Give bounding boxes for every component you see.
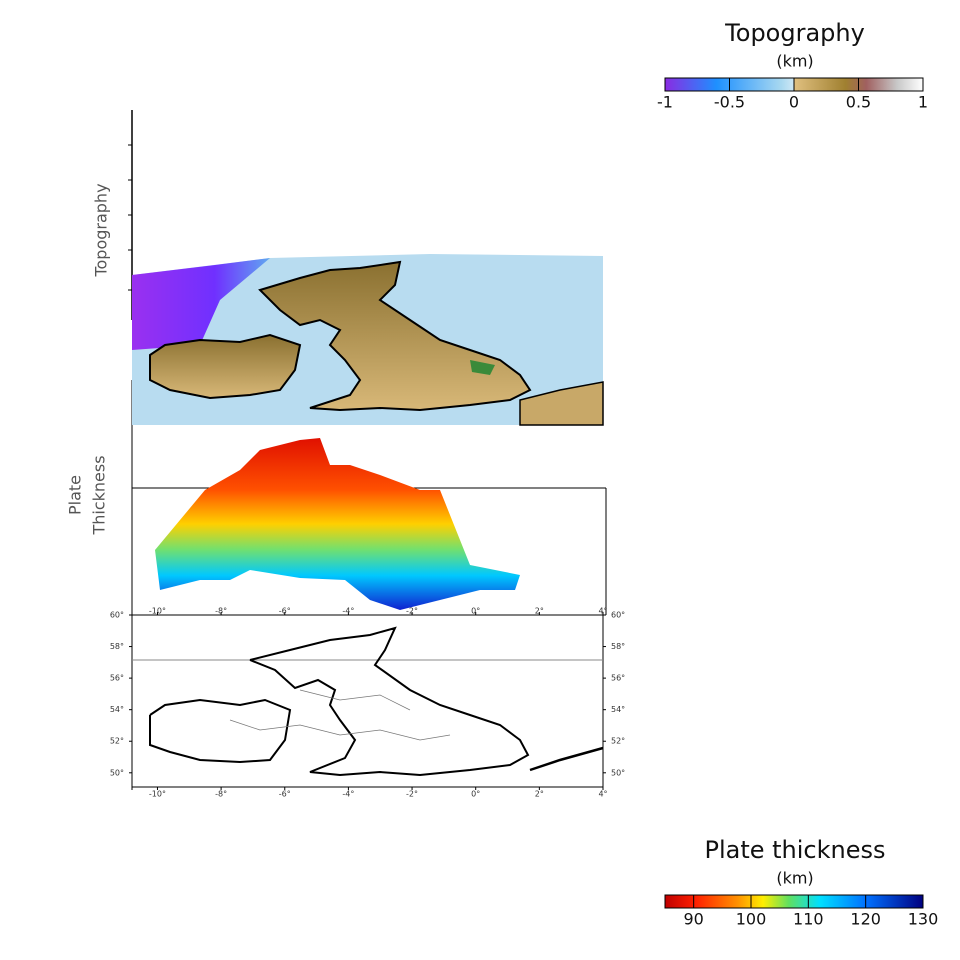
x-tick-label: -10° [149,790,166,799]
colorbar-unit: (km) [776,869,813,888]
colorbar-tick-label: 0 [789,93,799,112]
y-tick-label: 50° [110,768,124,777]
colorbar-tick-label: 1 [918,93,928,112]
colorbar-title: Plate thickness [704,836,885,864]
x-tick-label: -2° [406,607,418,616]
x-tick-label: 0° [471,790,480,799]
plate-thickness-surface [132,438,607,615]
side-label: Plate [66,475,85,515]
colorbar-tick-label: 130 [908,910,939,929]
x-tick-label: -8° [215,607,227,616]
y-tick-label: 50° [611,768,625,777]
outline-map [131,614,604,788]
x-tick-label: 4° [598,607,607,616]
colorbar-unit: (km) [776,52,813,71]
y-tick-label: 56° [110,674,124,683]
side-label: Topography [92,183,111,277]
topography-map [132,254,604,426]
colorbar-tick-label: 110 [793,910,824,929]
colorbar-tick-label: -0.5 [714,93,745,112]
colorbar-tick-label: 90 [683,910,703,929]
x-tick-label: -4° [342,790,354,799]
y-tick-label: 56° [611,674,625,683]
y-tick-label: 54° [611,705,625,714]
x-tick-label: 0° [471,607,480,616]
x-tick-label: -6° [279,607,291,616]
x-tick-label: -6° [279,790,291,799]
left-axis [128,110,133,790]
y-tick-label: 58° [110,642,124,651]
y-tick-label: 54° [110,705,124,714]
x-tick-label: -8° [215,790,227,799]
colorbar-tick-label: -1 [657,93,673,112]
side-label: Thickness [90,455,109,535]
colorbar-tick-label: 120 [850,910,881,929]
y-tick-label: 52° [110,737,124,746]
x-tick-label: -4° [342,607,354,616]
x-tick-label: 4° [598,790,607,799]
y-tick-label: 58° [611,642,625,651]
colorbar [664,894,924,909]
colorbar-tick-label: 0.5 [846,93,871,112]
x-tick-label: -10° [149,607,166,616]
colorbar-tick-label: 100 [736,910,767,929]
y-tick-label: 52° [611,737,625,746]
y-tick-label: 60° [611,611,625,620]
y-tick-label: 60° [110,611,124,620]
colorbar-title: Topography [724,19,865,47]
x-tick-label: 2° [535,607,544,616]
x-tick-label: -2° [406,790,418,799]
x-tick-label: 2° [535,790,544,799]
